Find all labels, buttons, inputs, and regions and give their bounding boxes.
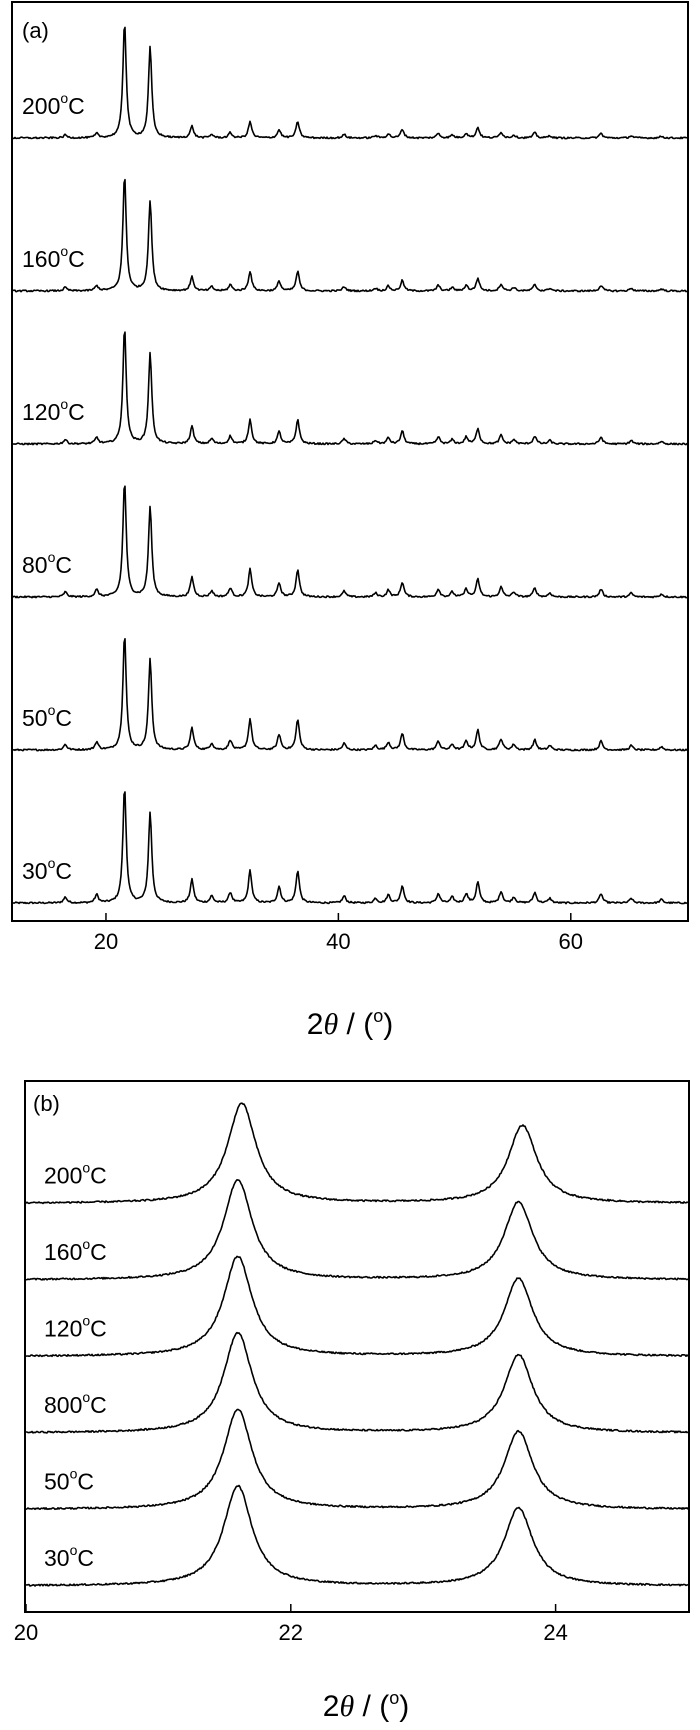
trace-b-160C bbox=[25, 1179, 689, 1281]
series-label-b-30C: 30oC bbox=[44, 1542, 94, 1571]
x-axis-label-a: 2θ / (o) bbox=[307, 1006, 393, 1041]
series-label-b-800C: 800oC bbox=[44, 1389, 107, 1418]
trace-a-200C bbox=[12, 26, 688, 140]
trace-a-120C bbox=[12, 331, 688, 446]
series-label-a-120C: 120oC bbox=[22, 396, 85, 425]
plot-frame-b bbox=[24, 1080, 690, 1613]
series-label-b-120C: 120oC bbox=[44, 1313, 107, 1342]
trace-b-800C bbox=[26, 1331, 689, 1434]
series-label-a-50C: 50oC bbox=[22, 702, 72, 731]
series-labels-a: 30oC 50oC 80oC 120oC 160oC 200oC bbox=[22, 90, 85, 884]
x-tick-label-a-2: 60 bbox=[559, 929, 583, 954]
panel-b: (b) 20 22 24 30oC50oC800oC120oC160oC200oC … bbox=[14, 1080, 690, 1723]
plot-frame-a bbox=[11, 1, 689, 922]
series-labels-b: 30oC 50oC 800oC 120oC 160oC 200oC bbox=[44, 1160, 107, 1572]
trace-a-30C bbox=[12, 791, 688, 905]
series-label-a-30C: 30oC bbox=[22, 855, 72, 884]
trace-a-80C bbox=[12, 485, 688, 599]
x-ticks-b: 20 22 24 bbox=[14, 1604, 568, 1645]
trace-b-50C bbox=[25, 1408, 689, 1511]
series-label-a-160C: 160oC bbox=[22, 243, 85, 272]
x-axis-label-b: 2θ / (o) bbox=[323, 1688, 409, 1723]
panel-label-a: (a) bbox=[22, 18, 49, 43]
x-tick-label-b-0: 20 bbox=[14, 1620, 38, 1645]
series-label-a-200C: 200oC bbox=[22, 90, 85, 119]
trace-b-120C bbox=[25, 1255, 689, 1358]
x-ticks-a: 20 40 60 bbox=[94, 913, 583, 954]
x-tick-label-b-2: 24 bbox=[543, 1620, 567, 1645]
x-tick-label-a-0: 20 bbox=[94, 929, 118, 954]
panel-label-b: (b) bbox=[33, 1091, 60, 1116]
series-label-b-200C: 200oC bbox=[44, 1160, 107, 1189]
trace-a-50C bbox=[12, 638, 688, 752]
traces-a bbox=[12, 26, 688, 905]
x-tick-label-b-1: 22 bbox=[279, 1620, 303, 1645]
series-label-b-50C: 50oC bbox=[44, 1466, 94, 1495]
trace-b-200C bbox=[25, 1102, 689, 1205]
trace-a-160C bbox=[13, 178, 688, 293]
traces-b bbox=[25, 1102, 689, 1587]
x-tick-label-a-1: 40 bbox=[326, 929, 350, 954]
series-label-b-160C: 160oC bbox=[44, 1236, 107, 1265]
panel-a: (a) 20 40 60 30oC 50oC 80oC 120oC 160oC 200oC 2… bbox=[11, 1, 689, 1041]
series-label-a-80C: 80oC bbox=[22, 549, 72, 578]
trace-b-30C bbox=[25, 1484, 689, 1587]
